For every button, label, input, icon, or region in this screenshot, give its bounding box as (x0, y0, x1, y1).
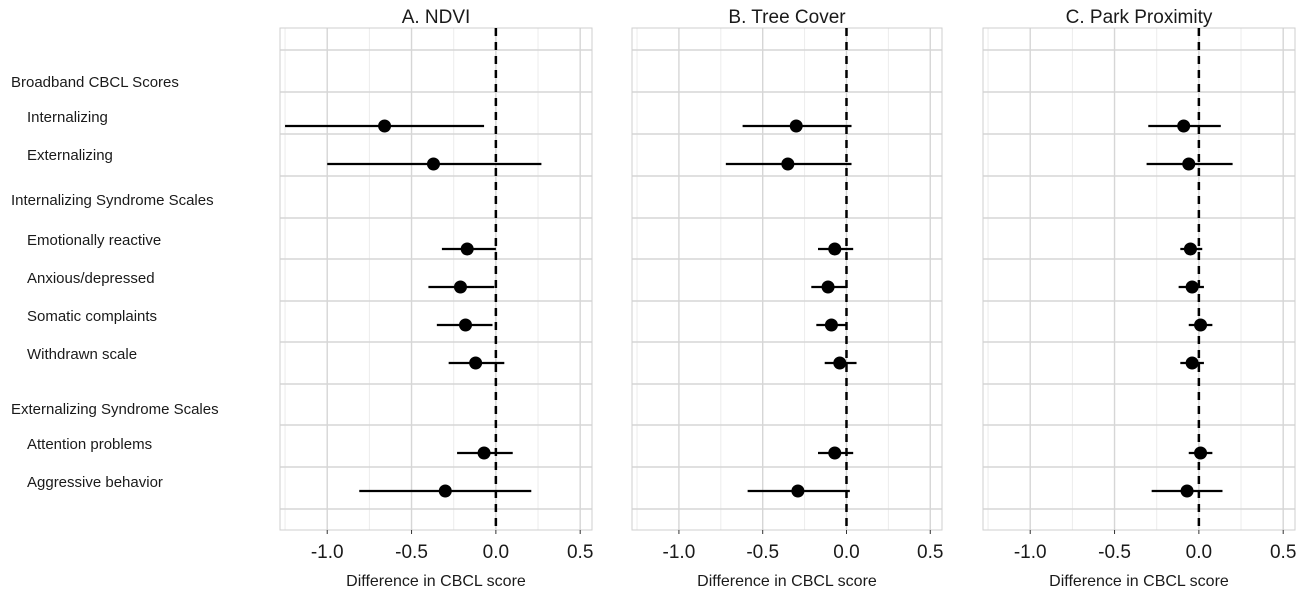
row-label-internalizing: Internalizing (27, 109, 108, 126)
panel-3-x-tick-label: -0.5 (1098, 542, 1131, 563)
panel-1-title: A. NDVI (402, 7, 471, 28)
row-label-aggressive-behavior: Aggressive behavior (27, 474, 163, 491)
panel-2-x-tick-label: 0.0 (833, 542, 859, 563)
panel-2-point-aggressive-behavior (791, 484, 805, 498)
panel-2-point-somatic-complaints (824, 318, 838, 332)
panel-1: A. NDVI -1.0 -0.5 0.0 0.5 Difference in CBCL … (279, 7, 593, 590)
row-label-withdrawn-scale: Withdrawn scale (27, 346, 137, 363)
panel-3-point-attention-problems (1194, 446, 1208, 460)
panel-1-x-tick-label: 0.0 (483, 542, 509, 563)
panel-3-point-internalizing (1177, 119, 1191, 133)
panel-3-x-tick-label: 0.0 (1186, 542, 1212, 563)
panel-2-x-tick-label: -0.5 (746, 542, 779, 563)
row-label-anxious-depressed: Anxious/depressed (27, 270, 155, 287)
panel-1-point-aggressive-behavior (438, 484, 452, 498)
row-label-somatic-complaints: Somatic complaints (27, 308, 157, 325)
panel-3: C. Park Proximity -1.0 -0.5 0.0 0.5 Differenc… (982, 7, 1296, 590)
panel-2: B. Tree Cover -1.0 -0.5 0.0 0.5 Difference in… (631, 7, 943, 590)
panel-3-x-axis-title: Difference in CBCL score (1049, 573, 1229, 590)
panel-1-point-externalizing (426, 157, 440, 171)
panel-3-title: C. Park Proximity (1066, 7, 1213, 28)
panel-1-x-axis-title: Difference in CBCL score (346, 573, 526, 590)
panel-3-x-tick-label: 0.5 (1270, 542, 1296, 563)
row-label-emotionally-reactive: Emotionally reactive (27, 232, 161, 249)
panel-2-border (631, 27, 943, 531)
panel-3-point-externalizing (1182, 157, 1196, 171)
panel-2-point-externalizing (781, 157, 795, 171)
panel-2-point-emotionally-reactive (828, 242, 842, 256)
panel-1-point-emotionally-reactive (460, 242, 474, 256)
panel-1-x-tick-label: 0.5 (567, 542, 593, 563)
panel-1-point-internalizing (378, 119, 392, 133)
panel-1-point-somatic-complaints (459, 318, 473, 332)
section-header-externalizing-syndrome-scales: Externalizing Syndrome Scales (11, 401, 219, 418)
panel-3-point-emotionally-reactive (1183, 242, 1197, 256)
panel-2-point-anxious-depressed (821, 280, 835, 294)
section-header-internalizing-syndrome-scales: Internalizing Syndrome Scales (11, 192, 214, 209)
row-label-externalizing: Externalizing (27, 147, 113, 164)
panel-2-point-internalizing (789, 119, 803, 133)
panel-3-border (982, 27, 1296, 531)
panel-3-point-withdrawn-scale (1185, 356, 1199, 370)
panel-1-point-anxious-depressed (453, 280, 467, 294)
panel-1-point-withdrawn-scale (469, 356, 483, 370)
panel-2-point-withdrawn-scale (833, 356, 847, 370)
panel-2-title: B. Tree Cover (728, 7, 846, 28)
panel-2-x-axis-title: Difference in CBCL score (697, 573, 877, 590)
panel-1-x-tick-label: -1.0 (311, 542, 344, 563)
panel-2-x-tick-label: -1.0 (663, 542, 696, 563)
section-header-broadband-cbcl-scores: Broadband CBCL Scores (11, 74, 179, 91)
panel-3-point-aggressive-behavior (1180, 484, 1194, 498)
panel-1-x-tick-label: -0.5 (395, 542, 428, 563)
panel-3-x-tick-label: -1.0 (1014, 542, 1047, 563)
row-label-attention-problems: Attention problems (27, 436, 152, 453)
panel-2-x-tick-label: 0.5 (917, 542, 943, 563)
panel-1-border (279, 27, 593, 531)
panel-3-point-somatic-complaints (1194, 318, 1208, 332)
panel-2-point-attention-problems (828, 446, 842, 460)
panel-3-point-anxious-depressed (1185, 280, 1199, 294)
panel-1-point-attention-problems (477, 446, 491, 460)
